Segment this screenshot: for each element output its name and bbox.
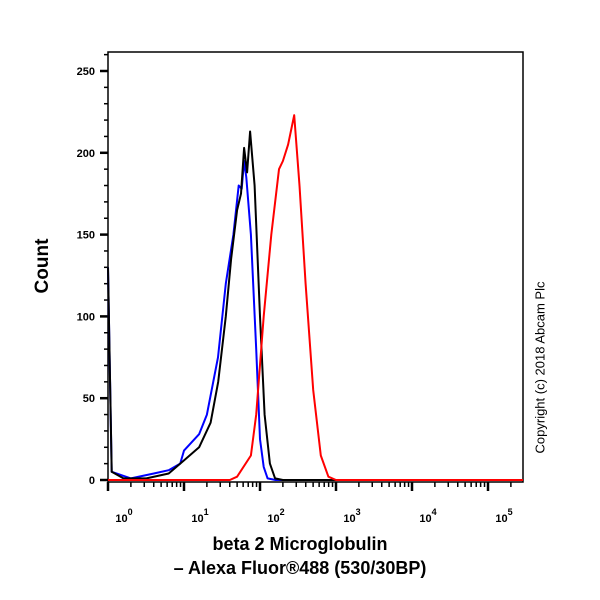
y-tick-label: 150 — [77, 230, 95, 242]
x-tick-label: 104 — [419, 507, 436, 525]
y-tick-label: 200 — [77, 148, 95, 160]
y-tick-label: 100 — [77, 311, 95, 323]
x-tick-label: 105 — [495, 507, 512, 525]
y-tick-label: 0 — [89, 475, 95, 487]
x-axis-label-line2: – Alexa Fluor®488 (530/30BP) — [173, 558, 427, 578]
series-line-2 — [108, 114, 523, 481]
series-line-1 — [107, 130, 523, 481]
y-tick-label: 50 — [83, 393, 95, 405]
y-tick-label: 250 — [77, 66, 95, 78]
copyright-text: Copyright (c) 2018 Abcam Plc — [532, 281, 548, 454]
x-tick-label: 103 — [343, 507, 360, 525]
series-line-0 — [107, 160, 523, 481]
x-tick-label: 101 — [191, 507, 208, 525]
x-tick-label: 100 — [115, 507, 132, 525]
x-axis-label-line1: beta 2 Microglobulin — [212, 534, 388, 554]
x-tick-label: 102 — [267, 507, 284, 525]
y-axis-label: Count — [32, 238, 53, 294]
